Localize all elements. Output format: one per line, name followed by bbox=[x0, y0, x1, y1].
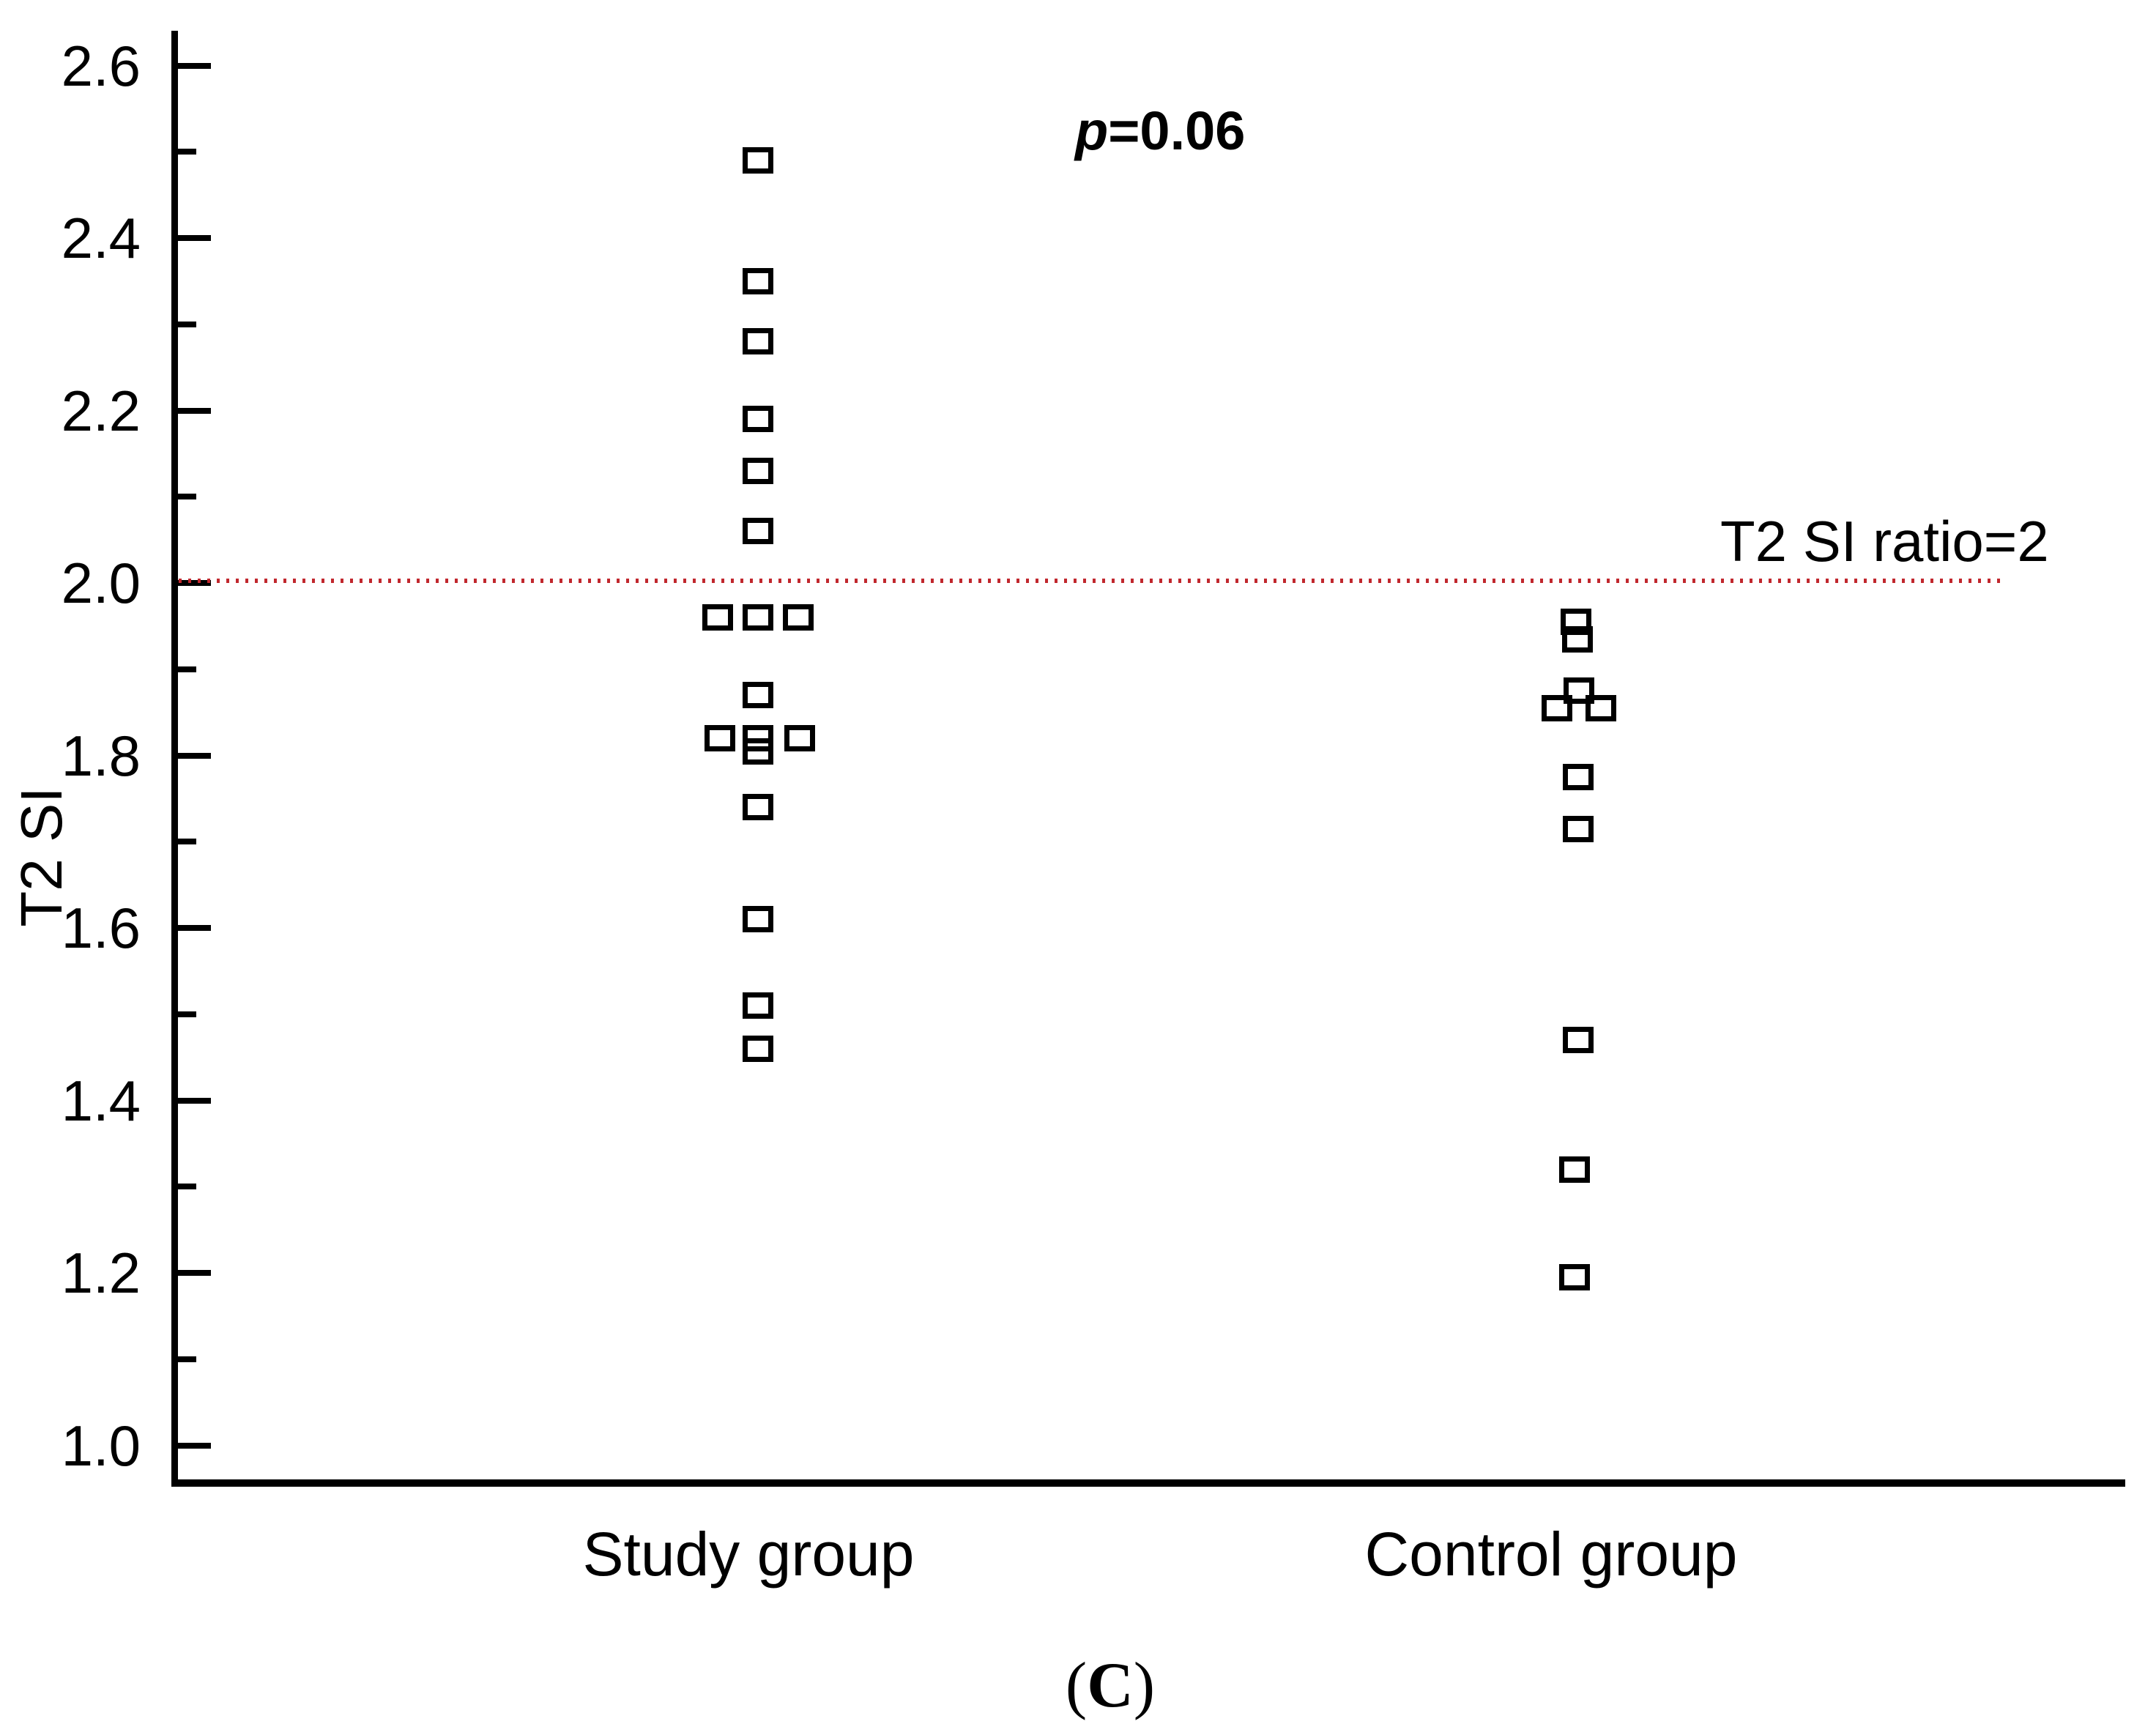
data-point-marker bbox=[743, 738, 773, 765]
data-point-marker bbox=[743, 267, 773, 294]
y-minor-tick-1.9 bbox=[174, 666, 196, 672]
y-major-tick-2.6 bbox=[174, 62, 211, 69]
data-point-marker bbox=[1564, 677, 1594, 705]
data-point-marker bbox=[1542, 694, 1572, 721]
x-axis-line bbox=[171, 1479, 2125, 1487]
data-point-marker bbox=[743, 147, 773, 174]
data-point-marker bbox=[743, 794, 773, 821]
y-minor-tick-1.7 bbox=[174, 839, 196, 845]
y-major-tick-2.0 bbox=[174, 580, 211, 586]
data-point-marker bbox=[1559, 1263, 1590, 1290]
data-point-marker bbox=[1562, 625, 1593, 653]
data-point-marker bbox=[784, 724, 815, 751]
y-tick-label-1.4: 1.4 bbox=[61, 1068, 141, 1133]
y-minor-tick-2.3 bbox=[174, 321, 196, 327]
y-minor-tick-1.3 bbox=[174, 1184, 196, 1190]
data-point-marker bbox=[743, 518, 773, 545]
data-point-marker bbox=[1561, 608, 1591, 635]
data-point-marker bbox=[743, 457, 773, 484]
figure-caption: (C) bbox=[1066, 1654, 1155, 1718]
reference-line-label: T2 SI ratio=2 bbox=[1720, 509, 2049, 573]
y-tick-label-2.4: 2.4 bbox=[61, 206, 141, 270]
p-value-annotation: p=0.06 bbox=[1075, 104, 1245, 158]
y-tick-label-2.0: 2.0 bbox=[61, 551, 141, 615]
caption-close-paren: ) bbox=[1133, 1650, 1156, 1721]
y-tick-label-1.6: 1.6 bbox=[61, 896, 141, 960]
p-value-prefix: p bbox=[1075, 100, 1109, 161]
data-point-marker bbox=[743, 406, 773, 433]
x-category-label-study-group: Study group bbox=[582, 1520, 915, 1589]
y-major-tick-2.2 bbox=[174, 407, 211, 414]
p-value-rest: =0.06 bbox=[1108, 100, 1246, 161]
data-point-marker bbox=[1559, 1156, 1590, 1183]
y-tick-label-1.8: 1.8 bbox=[61, 723, 141, 788]
data-point-marker bbox=[783, 604, 814, 631]
data-point-marker bbox=[743, 1035, 773, 1062]
data-point-marker bbox=[743, 906, 773, 933]
data-point-marker bbox=[705, 724, 735, 751]
y-minor-tick-1.1 bbox=[174, 1356, 196, 1362]
y-minor-tick-2.5 bbox=[174, 149, 196, 155]
y-major-tick-2.4 bbox=[174, 235, 211, 241]
x-category-label-control-group: Control group bbox=[1364, 1520, 1738, 1589]
data-point-marker bbox=[1563, 815, 1594, 842]
y-tick-label-2.2: 2.2 bbox=[61, 378, 141, 443]
data-point-marker bbox=[743, 604, 773, 631]
data-point-marker bbox=[743, 328, 773, 355]
data-point-marker bbox=[743, 682, 773, 709]
y-major-tick-1.4 bbox=[174, 1097, 211, 1104]
y-minor-tick-1.5 bbox=[174, 1011, 196, 1017]
data-point-marker bbox=[743, 992, 773, 1019]
y-tick-label-1.0: 1.0 bbox=[61, 1413, 141, 1478]
y-axis-title: T2 SI bbox=[9, 787, 74, 927]
y-major-tick-1.0 bbox=[174, 1442, 211, 1449]
y-axis-line bbox=[171, 31, 178, 1487]
y-minor-tick-2.1 bbox=[174, 494, 196, 500]
caption-open-paren: ( bbox=[1065, 1650, 1088, 1721]
reference-line-t2si-2 bbox=[179, 579, 2007, 583]
y-tick-label-1.2: 1.2 bbox=[61, 1241, 141, 1305]
data-point-marker bbox=[702, 604, 733, 631]
data-point-marker bbox=[1563, 1027, 1594, 1054]
data-point-marker bbox=[1563, 763, 1594, 790]
y-major-tick-1.2 bbox=[174, 1270, 211, 1276]
caption-letter: C bbox=[1087, 1650, 1134, 1721]
y-major-tick-1.6 bbox=[174, 925, 211, 931]
y-major-tick-1.8 bbox=[174, 752, 211, 759]
y-tick-label-2.6: 2.6 bbox=[61, 33, 141, 98]
data-point-marker bbox=[1586, 694, 1616, 721]
